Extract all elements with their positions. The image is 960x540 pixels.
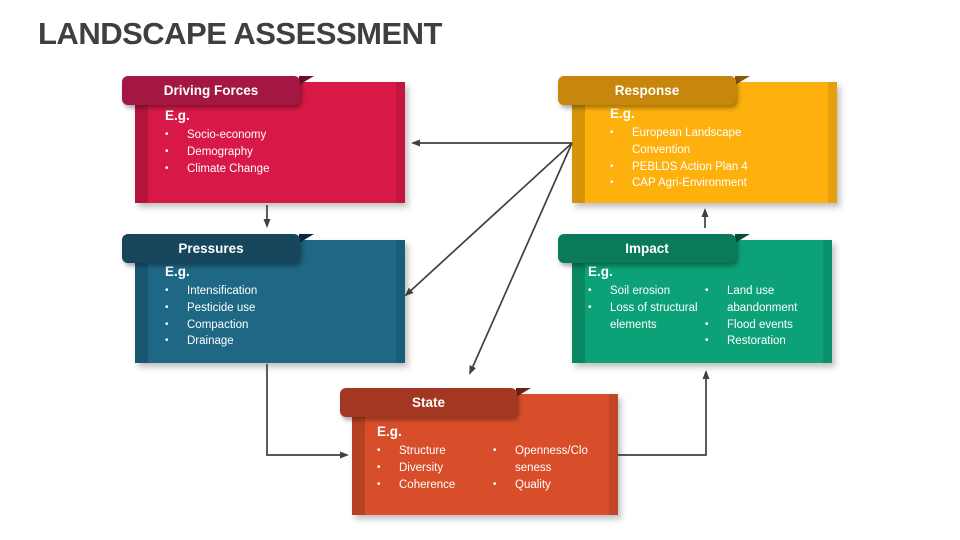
eg-heading: E.g. [588,264,613,279]
bullet-icon: • [165,145,169,157]
bullet-icon: • [610,160,614,172]
list-item: • European Landscape Convention [610,125,802,159]
list-item: • Quality [493,477,593,494]
bullet-icon: • [588,285,592,296]
bullet-icon: • [705,318,709,330]
bullet-list-left: • Structure • Diversity • Coherence [377,443,493,493]
list-item: • Loss of structural elements [588,300,705,334]
page-title: LANDSCAPE ASSESSMENT [38,16,442,51]
box-state-tab: State [340,388,517,417]
bullet-icon: • [610,177,614,189]
list-item: • PEBLDS Action Plan 4 [610,159,802,176]
folded-corner [299,234,314,243]
folded-corner [735,76,750,85]
folded-corner [735,234,750,243]
bullet-icon: • [588,301,592,313]
bullet-list: • European Landscape Convention • PEBLDS A… [610,125,802,192]
list-item: • Socio-economy [165,127,397,144]
box-driving-forces-label: Driving Forces [163,83,259,98]
bullet-list: • Socio-economy • Demography • Climate Chan… [165,127,397,177]
bullet-list-right: • Openness/Closeness • Quality [493,443,593,493]
bullet-icon: • [377,445,381,456]
list-item: • Coherence [377,477,493,494]
list-item: • Intensification [165,283,397,300]
list-item: • Diversity [377,460,493,477]
bullet-icon: • [165,318,169,330]
bullet-icon: • [165,129,169,140]
bullet-icon: • [377,478,381,490]
folded-corner [299,76,314,85]
list-item: • Climate Change [165,161,397,178]
bullet-icon: • [705,285,709,296]
eg-heading: E.g. [165,108,190,123]
list-item: • Pesticide use [165,300,397,317]
box-response-label: Response [614,83,680,98]
list-item: • Drainage [165,333,397,350]
bullet-icon: • [493,445,497,456]
box-impact: Impact E.g. • Soil erosion • Loss of struc… [558,234,832,363]
eg-heading: E.g. [610,106,635,121]
list-item: • Openness/Closeness [493,443,593,477]
bullet-list: • Intensification • Pesticide use • Compact… [165,283,397,350]
box-pressures-tab: Pressures [122,234,300,263]
bullet-icon: • [165,162,169,174]
box-state: State E.g. • Structure • Diversity • Cohere… [340,388,618,515]
eg-heading: E.g. [377,424,402,439]
bullet-icon: • [377,461,381,473]
box-pressures: Pressures E.g. • Intensification • Pestici… [122,234,405,363]
bullet-list-left: • Soil erosion • Loss of structural elemen… [588,283,705,350]
list-item: • Demography [165,144,397,161]
list-item: • Soil erosion [588,283,705,300]
bullet-icon: • [165,301,169,313]
box-driving-forces-tab: Driving Forces [122,76,300,105]
box-impact-tab: Impact [558,234,736,263]
box-impact-label: Impact [625,241,669,256]
bullet-list-right: • Land use abandonment • Flood events • Res… [705,283,823,350]
box-pressures-label: Pressures [178,241,244,256]
list-item: • Flood events [705,317,823,334]
list-item: • CAP Agri-Environment [610,175,802,192]
list-item: • Land use abandonment [705,283,823,317]
box-state-label: State [411,395,445,410]
arrow-response-to-pressures [404,142,573,297]
list-item: • Compaction [165,317,397,334]
box-response-tab: Response [558,76,736,105]
list-item: • Restoration [705,333,823,350]
box-driving-forces: Driving Forces E.g. • Socio-economy • Demo… [122,76,405,203]
arrow-response-to-state [469,142,573,375]
bullet-icon: • [165,335,169,347]
box-response: Response E.g. • European Landscape Conven… [558,76,837,203]
eg-heading: E.g. [165,264,190,279]
folded-corner [516,388,531,397]
list-item: • Structure [377,443,493,460]
bullet-icon: • [493,478,497,490]
arrow-pressures-to-state [266,364,349,459]
bullet-icon: • [165,285,169,296]
arrow-state-to-impact [618,370,710,456]
bullet-icon: • [610,127,614,138]
bullet-icon: • [705,335,709,347]
